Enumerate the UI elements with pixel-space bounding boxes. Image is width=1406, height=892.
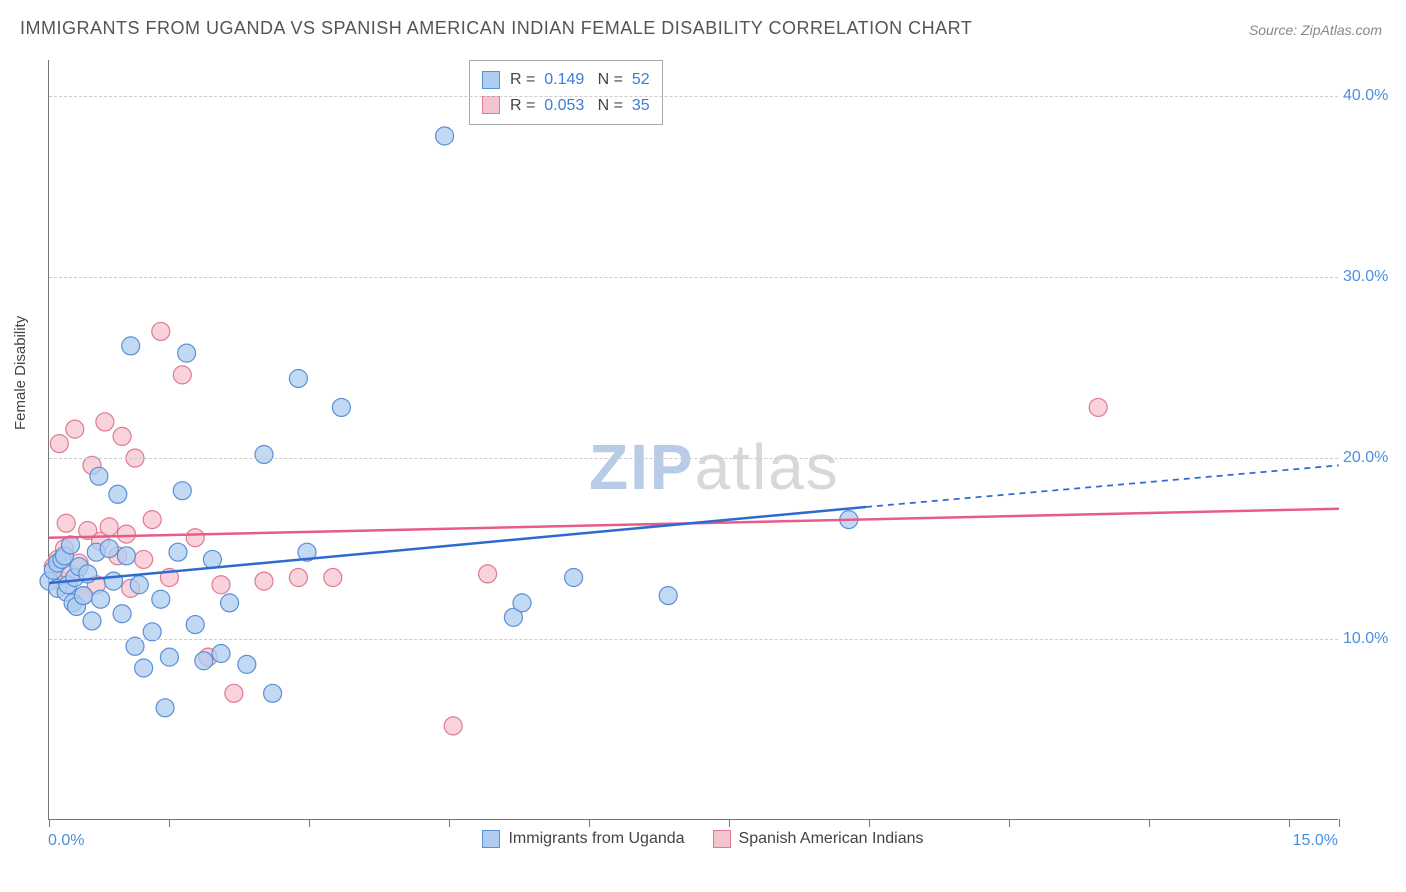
gridline [49,458,1338,459]
data-point [221,594,239,612]
data-point [122,337,140,355]
data-point [332,398,350,416]
data-point [289,569,307,587]
source-attribution: Source: ZipAtlas.com [1249,22,1382,38]
legend-label: Immigrants from Uganda [508,830,684,848]
legend-item: Immigrants from Uganda [482,830,684,848]
data-point [178,344,196,362]
data-point [565,569,583,587]
gridline [49,277,1338,278]
data-point [160,648,178,666]
data-point [289,369,307,387]
data-point [173,366,191,384]
data-point [62,536,80,554]
data-point [255,572,273,590]
y-tick-label: 10.0% [1343,630,1398,648]
data-point [143,511,161,529]
data-point [130,576,148,594]
correlation-text: R = 0.149 N = 52 [510,67,650,93]
data-point [173,482,191,500]
y-tick-label: 30.0% [1343,268,1398,286]
correlation-legend: R = 0.149 N = 52R = 0.053 N = 35 [469,60,663,125]
data-point [109,485,127,503]
data-point [255,445,273,463]
data-point [436,127,454,145]
data-point [169,543,187,561]
data-point [90,467,108,485]
x-tick [169,819,170,827]
x-tick [309,819,310,827]
x-tick [869,819,870,827]
data-point [212,576,230,594]
y-tick-label: 40.0% [1343,87,1398,105]
legend-label: Spanish American Indians [739,830,924,848]
data-point [156,699,174,717]
data-point [113,427,131,445]
data-point [238,655,256,673]
series-legend: Immigrants from Uganda Spanish American I… [0,830,1406,848]
trend-line-extension [866,465,1339,507]
data-point [74,587,92,605]
x-tick [1149,819,1150,827]
data-point [135,659,153,677]
data-point [659,587,677,605]
correlation-legend-row: R = 0.149 N = 52 [482,67,650,93]
x-tick [729,819,730,827]
data-point [57,514,75,532]
data-point [135,550,153,568]
x-tick [1009,819,1010,827]
y-axis-label: Female Disability [12,316,29,430]
x-tick [589,819,590,827]
data-point [117,525,135,543]
x-tick [1339,819,1340,827]
x-tick [49,819,50,827]
plot-area: ZIPatlas R = 0.149 N = 52R = 0.053 N = 3… [48,60,1338,820]
data-point [100,540,118,558]
legend-swatch [713,830,731,848]
data-point [264,684,282,702]
data-point [152,322,170,340]
data-point [195,652,213,670]
data-point [203,550,221,568]
data-point [96,413,114,431]
data-point [113,605,131,623]
data-point [117,547,135,565]
x-tick [1289,819,1290,827]
legend-swatch [482,71,500,89]
legend-item: Spanish American Indians [713,830,924,848]
data-point [479,565,497,583]
data-point [225,684,243,702]
chart-title: IMMIGRANTS FROM UGANDA VS SPANISH AMERIC… [20,18,972,39]
data-point [100,518,118,536]
data-point [324,569,342,587]
x-tick [449,819,450,827]
data-point [186,616,204,634]
data-point [152,590,170,608]
data-point [92,590,110,608]
data-point [513,594,531,612]
y-tick-label: 20.0% [1343,449,1398,467]
legend-swatch [482,96,500,114]
data-point [105,572,123,590]
gridline [49,96,1338,97]
legend-swatch [482,830,500,848]
chart-svg [49,60,1338,819]
data-point [212,645,230,663]
data-point [50,435,68,453]
data-point [83,612,101,630]
data-point [444,717,462,735]
trend-line [49,507,866,583]
data-point [186,529,204,547]
gridline [49,639,1338,640]
data-point [1089,398,1107,416]
data-point [66,420,84,438]
